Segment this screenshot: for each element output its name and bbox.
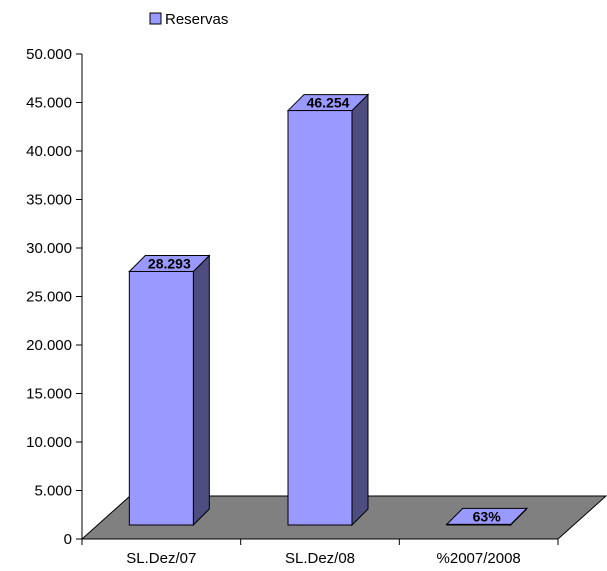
y-tick-label: 30.000 xyxy=(26,240,72,257)
x-tick-label: SL.Dez/08 xyxy=(285,550,355,567)
y-tick-label: 25.000 xyxy=(26,289,72,306)
data-label: 28.293 xyxy=(148,255,191,271)
legend: Reservas xyxy=(149,11,228,28)
data-labels: 28.293 46.254 63% xyxy=(148,95,501,525)
y-axis-ticks: 0 5.000 10.000 15.000 20.000 25.000 30.000 35.0… xyxy=(26,46,82,548)
y-tick-label: 15.000 xyxy=(26,386,72,403)
y-tick-label: 45.000 xyxy=(26,95,72,112)
y-tick-label: 5.000 xyxy=(34,483,72,500)
bar-front xyxy=(446,523,512,526)
y-tick-label: 35.000 xyxy=(26,192,72,209)
x-tick-label: %2007/2008 xyxy=(437,550,521,567)
data-label: 46.254 xyxy=(307,95,350,111)
legend-swatch xyxy=(149,12,162,25)
x-tick-label: SL.Dez/07 xyxy=(126,550,196,567)
bar-side xyxy=(192,254,210,527)
y-tick-label: 20.000 xyxy=(26,337,72,354)
bar xyxy=(286,93,370,527)
data-label: 63% xyxy=(473,508,502,524)
legend-label: Reservas xyxy=(165,11,228,28)
bar xyxy=(128,254,211,527)
bars xyxy=(128,93,528,527)
y-tick-label: 40.000 xyxy=(26,143,72,160)
bar-front xyxy=(287,110,353,526)
y-tick-label: 50.000 xyxy=(26,46,72,63)
bar xyxy=(445,507,528,527)
bar-side xyxy=(351,93,369,527)
x-axis-ticks: SL.Dez/07 SL.Dez/08 %2007/2008 xyxy=(81,539,559,567)
bar-front xyxy=(128,270,194,526)
y-tick-label: 10.000 xyxy=(26,434,72,451)
y-tick-label: 0 xyxy=(64,531,72,548)
